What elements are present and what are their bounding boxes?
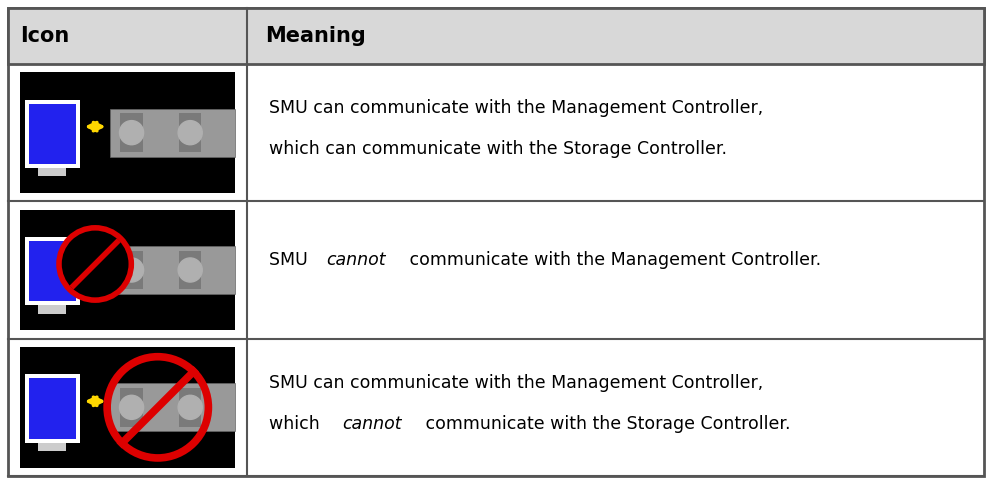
- Bar: [179, 113, 201, 152]
- Circle shape: [179, 121, 202, 145]
- Text: SMU: SMU: [269, 251, 313, 270]
- Bar: [120, 251, 143, 289]
- Bar: [110, 246, 235, 294]
- Text: Meaning: Meaning: [265, 26, 366, 46]
- Circle shape: [59, 228, 131, 300]
- Bar: [38, 443, 66, 451]
- Bar: [38, 168, 66, 177]
- Text: communicate with the Storage Controller.: communicate with the Storage Controller.: [420, 415, 790, 433]
- Bar: [25, 100, 80, 168]
- Circle shape: [179, 395, 202, 420]
- Bar: [25, 375, 80, 443]
- Text: cannot: cannot: [326, 251, 386, 270]
- Bar: [29, 241, 76, 302]
- Bar: [179, 251, 201, 289]
- Text: communicate with the Management Controller.: communicate with the Management Controll…: [404, 251, 821, 270]
- Bar: [20, 210, 235, 330]
- Bar: [20, 73, 235, 193]
- Text: SMU can communicate with the Management Controller,: SMU can communicate with the Management …: [269, 99, 764, 117]
- Circle shape: [119, 121, 144, 145]
- Bar: [120, 388, 143, 426]
- Text: SMU can communicate with the Management Controller,: SMU can communicate with the Management …: [269, 374, 764, 392]
- Circle shape: [119, 258, 144, 282]
- Text: which can communicate with the Storage Controller.: which can communicate with the Storage C…: [269, 140, 727, 158]
- Bar: [120, 113, 143, 152]
- Circle shape: [179, 258, 202, 282]
- Text: which: which: [269, 415, 325, 433]
- Bar: [110, 108, 235, 157]
- Bar: [25, 237, 80, 305]
- Bar: [179, 388, 201, 426]
- Bar: [38, 305, 66, 314]
- Bar: [8, 8, 984, 64]
- Text: cannot: cannot: [342, 415, 402, 433]
- Bar: [29, 378, 76, 439]
- Bar: [29, 104, 76, 164]
- Bar: [20, 347, 235, 468]
- Text: Icon: Icon: [20, 26, 69, 46]
- Bar: [110, 383, 235, 431]
- Circle shape: [119, 395, 144, 420]
